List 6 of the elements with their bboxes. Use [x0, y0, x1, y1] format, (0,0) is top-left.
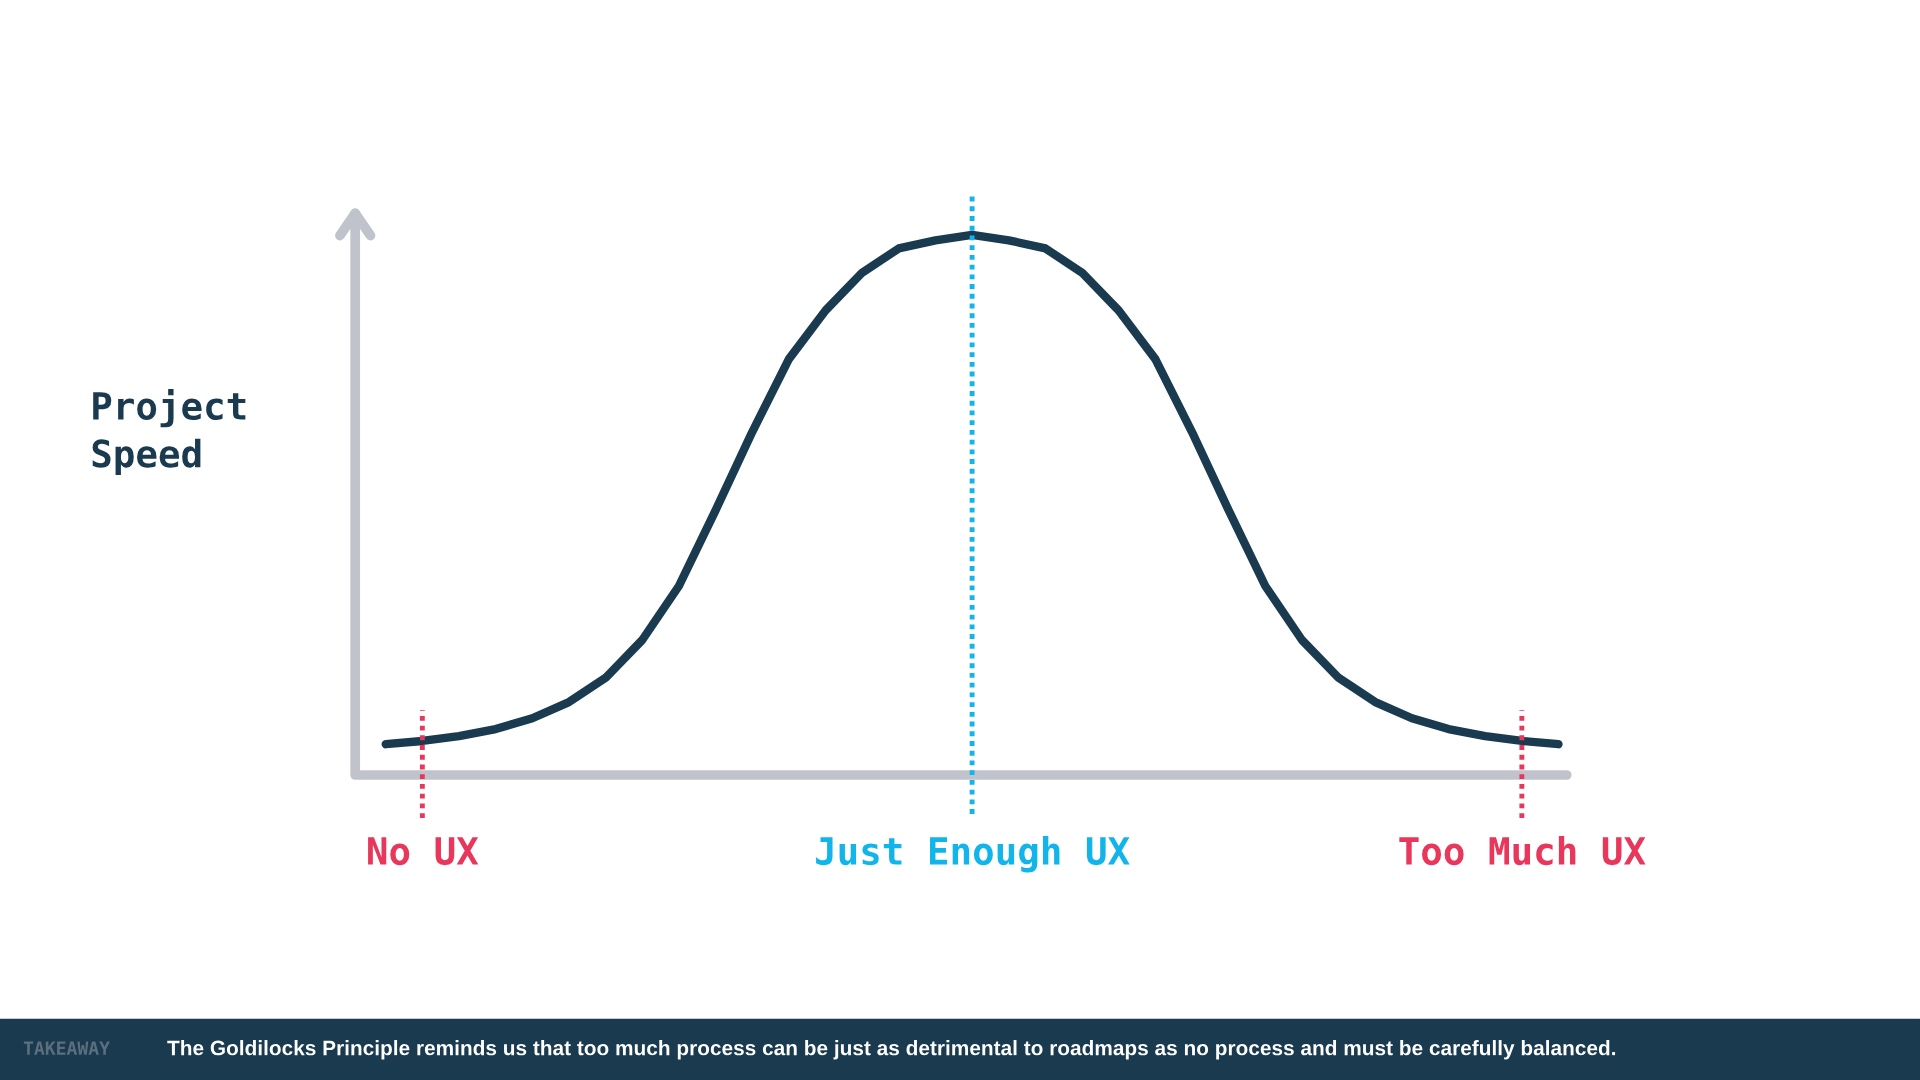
x-tick-label: Just Enough UX: [816, 836, 1130, 873]
x-tick-label: Too Much UX: [1399, 836, 1646, 866]
y-axis-title: Project Speed: [92, 388, 246, 475]
text: The Goldilocks Principle reminds us that too much process can be just as detrimental to roadmaps as no process and must be carefully balanced.: [167, 1040, 1616, 1060]
text: TAKEAWAY: [23, 1041, 110, 1055]
x-tick-label: No UX: [368, 837, 479, 866]
